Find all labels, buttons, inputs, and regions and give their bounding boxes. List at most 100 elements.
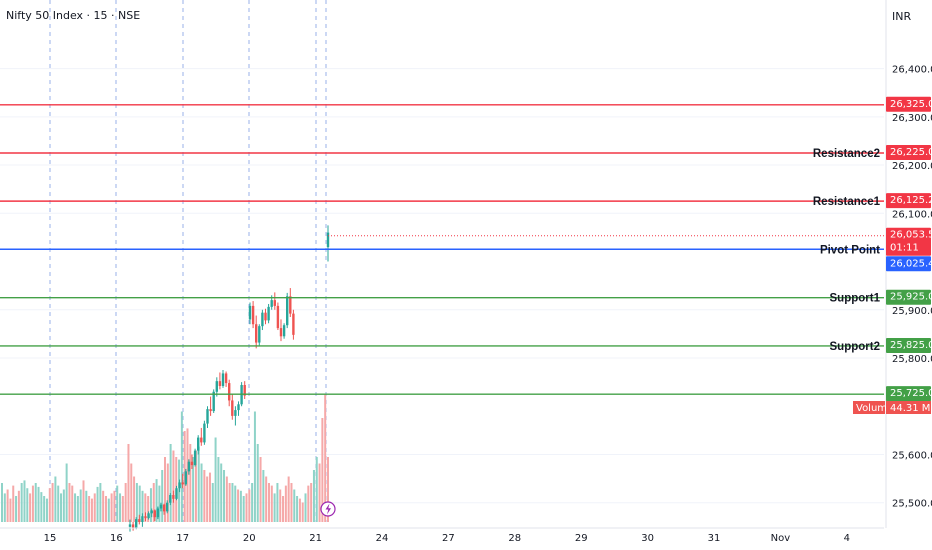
volume-bar (20, 483, 23, 522)
volume-value-bg (886, 401, 931, 414)
candle-body (184, 471, 187, 485)
volume-bar (37, 486, 40, 522)
volume-bar (119, 493, 122, 522)
candle (169, 493, 172, 506)
volume-bar (287, 476, 290, 522)
candle (255, 315, 258, 349)
level-price-tag: 25,725.00 (886, 386, 932, 402)
volume-bar (312, 470, 315, 522)
volume-bar (141, 490, 144, 522)
candle-body (279, 328, 283, 337)
candle (267, 303, 270, 324)
candle-body (172, 494, 175, 499)
candle-body (203, 423, 206, 443)
candle-body (175, 488, 178, 499)
candle-body (147, 513, 150, 519)
time-tick-label: 24 (376, 533, 389, 544)
volume-bar (310, 483, 313, 522)
volume-bar (158, 485, 161, 522)
volume-bar (82, 480, 85, 522)
volume-bar (245, 493, 248, 522)
volume-bar (62, 489, 65, 522)
volume-value: 44.31 M (890, 403, 930, 414)
time-tick-label: 31 (708, 533, 721, 544)
candle-body (221, 373, 225, 386)
volume-bar (76, 496, 79, 522)
volume-bar (265, 476, 268, 522)
price-tag-bg (886, 256, 931, 272)
candle-body (209, 409, 212, 412)
volume-bar (296, 496, 299, 522)
candle-body (144, 516, 147, 519)
volume-bar (234, 485, 237, 522)
candle (162, 503, 166, 515)
candle-body (289, 296, 292, 314)
volume-bar (231, 483, 234, 522)
flash-icon[interactable] (320, 501, 336, 517)
candle-body (237, 404, 240, 411)
candle (264, 308, 267, 325)
volume-bar (307, 485, 310, 522)
price-tag-text: 01:11 (890, 243, 919, 254)
level-price-tag: 26,225.00 (886, 145, 932, 160)
candle (178, 479, 181, 493)
candle-body (255, 324, 258, 343)
volume-bar (270, 485, 273, 522)
candle-body (153, 510, 156, 518)
volume-bar (40, 492, 43, 522)
volume-bar (180, 411, 183, 522)
candle (286, 292, 289, 329)
level-name: Support1 (830, 293, 881, 305)
time-tick-label: 27 (442, 533, 455, 544)
candle (138, 514, 141, 525)
candle (289, 288, 292, 317)
volume-bar (51, 483, 54, 522)
volume-bar (31, 485, 34, 522)
candle (197, 435, 200, 455)
candle (187, 459, 191, 475)
volume-bar (293, 489, 296, 522)
candle (276, 302, 280, 331)
volume-bar (88, 496, 91, 522)
currency-label[interactable]: INR (892, 10, 912, 23)
price-tick-label: 26,100.00 (892, 209, 932, 220)
time-tick-label: 4 (844, 533, 850, 544)
volume-bar (113, 490, 116, 522)
candle (156, 506, 160, 520)
candle (131, 522, 135, 531)
candle-body (248, 305, 252, 320)
level-name: Support2 (830, 341, 880, 353)
volume-bar (220, 463, 223, 522)
time-axis: 15 16 17 20 21 24 27 28 29 30 31 Nov 4 (0, 527, 884, 544)
level-price-tag: 25,925.00 (886, 289, 932, 305)
candle-body (166, 502, 169, 512)
volume-bar (60, 493, 63, 522)
candle (181, 473, 184, 489)
price-tick-label: 25,900.00 (892, 306, 932, 317)
candle (231, 394, 234, 420)
price-tag-text: 26,225.00 (890, 147, 932, 158)
candle-body (228, 383, 231, 401)
volume-bar (121, 496, 124, 522)
candle (251, 301, 255, 329)
volume-bar (155, 479, 158, 522)
volume-bar (15, 496, 18, 522)
candle (175, 485, 178, 501)
candle-body (181, 482, 184, 485)
candle-body (190, 461, 194, 466)
candle (203, 420, 206, 445)
candle-body (141, 516, 144, 522)
candle (153, 509, 156, 522)
volume-bar (161, 470, 164, 522)
volume-bar (48, 488, 51, 522)
time-tick-label: 28 (508, 533, 521, 544)
volume-bar (178, 459, 181, 522)
volume-bar (327, 457, 329, 522)
volume-bar (301, 502, 304, 522)
candle (141, 513, 144, 527)
volume-bar (169, 444, 172, 522)
price-tags: 26,325.00 26,225.00 26,125.25 25,925.00 25,8… (853, 96, 932, 414)
volume-bar (127, 444, 130, 522)
volume-bar (54, 476, 57, 522)
